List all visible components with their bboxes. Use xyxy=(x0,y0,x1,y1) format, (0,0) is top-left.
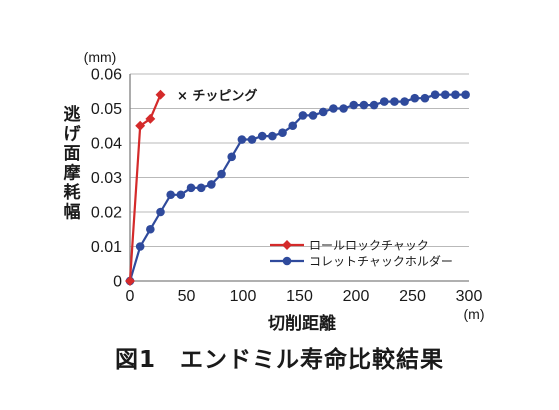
grid-lines xyxy=(130,73,469,247)
legend-marker-roll-lock xyxy=(282,240,292,250)
data-point xyxy=(135,120,146,131)
y-axis-title: 逃げ面摩耗幅 xyxy=(64,104,82,223)
y-tick-label: 0.01 xyxy=(91,239,122,256)
chipping-annotation: × チッピング xyxy=(177,88,257,104)
data-point xyxy=(257,131,267,141)
y-tick-label: 0.05 xyxy=(91,101,122,118)
x-tick-label: 0 xyxy=(126,288,135,305)
series-line xyxy=(128,94,162,282)
data-point xyxy=(339,104,348,113)
legend-label-roll-lock: ロールロックチャック xyxy=(309,239,429,253)
y-tick-label: 0 xyxy=(113,274,122,291)
data-point xyxy=(156,207,165,217)
axes xyxy=(129,74,469,282)
data-point xyxy=(227,152,236,162)
data-point xyxy=(217,169,226,179)
data-point xyxy=(359,100,369,110)
x-tick-label: 50 xyxy=(178,288,196,305)
chart: 0 0.01 0.02 0.03 0.04 0.05 0.06 0 50 100 150 200 25… xyxy=(64,49,485,334)
data-point xyxy=(461,90,470,99)
data-point xyxy=(318,107,328,117)
data-point xyxy=(278,128,287,137)
x-tick-label: 100 xyxy=(230,288,257,305)
data-point xyxy=(308,111,318,120)
x-unit-label: (m) xyxy=(464,306,485,322)
data-point xyxy=(400,97,409,106)
x-tick-label: 300 xyxy=(456,288,483,305)
data-point xyxy=(379,97,389,106)
data-point xyxy=(207,180,216,189)
data-point xyxy=(237,135,247,144)
x-axis-title: 切削距離 xyxy=(268,313,336,334)
x-tick-labels: 0 50 100 150 200 250 300 xyxy=(126,288,483,305)
data-point xyxy=(247,135,257,144)
legend-label-collet: コレットチャックホルダー xyxy=(309,254,453,269)
data-point xyxy=(268,131,277,141)
data-point xyxy=(420,93,430,103)
data-point xyxy=(145,113,156,124)
x-tick-label: 200 xyxy=(343,288,370,305)
y-tick-label: 0.06 xyxy=(91,67,122,84)
data-series xyxy=(125,89,470,286)
x-tick-label: 250 xyxy=(399,288,426,305)
y-tick-label: 0.03 xyxy=(91,170,122,187)
y-unit-label: (mm) xyxy=(84,49,117,65)
data-point xyxy=(451,90,460,99)
y-tick-label: 0.04 xyxy=(91,136,122,153)
data-point xyxy=(166,190,175,200)
y-tick-labels: 0 0.01 0.02 0.03 0.04 0.05 0.06 xyxy=(91,67,122,291)
data-point xyxy=(430,90,440,99)
data-point xyxy=(135,242,145,251)
y-tick-label: 0.02 xyxy=(91,205,122,222)
x-tick-label: 150 xyxy=(286,288,313,305)
data-point xyxy=(155,89,166,100)
data-point xyxy=(176,190,186,200)
series-line xyxy=(128,93,466,282)
data-point xyxy=(196,183,206,193)
data-point xyxy=(186,183,196,193)
data-point xyxy=(440,90,450,99)
data-point xyxy=(369,100,379,110)
data-point xyxy=(390,97,399,106)
data-point xyxy=(298,111,308,120)
data-point xyxy=(146,224,155,234)
data-point xyxy=(349,100,359,110)
data-point xyxy=(329,104,338,113)
data-point xyxy=(288,121,298,131)
legend: ロールロックチャック コレットチャックホルダー xyxy=(270,239,453,269)
data-point xyxy=(125,276,135,286)
legend-marker-collet xyxy=(282,256,292,266)
figure-caption: 図1 エンドミル寿命比較結果 xyxy=(114,347,444,373)
data-point xyxy=(410,93,420,103)
